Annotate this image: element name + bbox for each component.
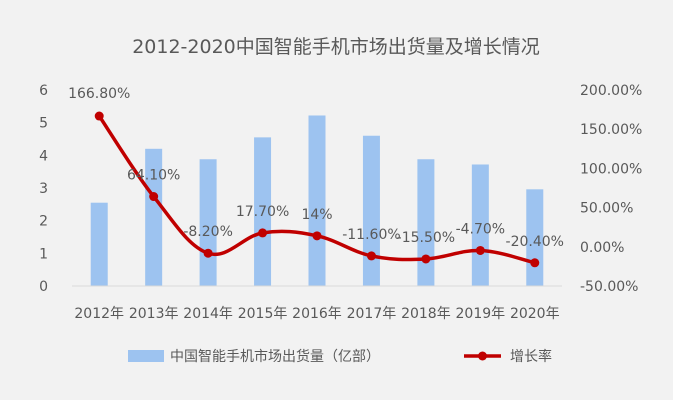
right-tick-label: -50.00% [580, 279, 638, 295]
left-tick-label: 6 [39, 83, 48, 99]
growth-data-label: -20.40% [506, 234, 564, 250]
bar [417, 159, 435, 286]
legend: 中国智能手机市场出货量（亿部） 增长率 [128, 348, 552, 365]
growth-data-label: -4.70% [456, 221, 506, 237]
growth-data-label: 17.70% [236, 204, 289, 220]
legend-bar-label: 中国智能手机市场出货量（亿部） [170, 348, 380, 365]
bar [471, 164, 489, 286]
growth-data-label: -15.50% [397, 230, 455, 246]
chart-title: 2012-2020中国智能手机市场出货量及增长情况 [132, 36, 540, 58]
growth-point [94, 111, 104, 121]
bar [254, 137, 272, 286]
growth-point [149, 192, 159, 202]
right-tick-label: 100.00% [580, 161, 642, 177]
legend-bar-swatch [128, 350, 164, 362]
left-axis: 0 1 2 3 4 5 6 [39, 83, 48, 295]
growth-data-label: -11.60% [342, 227, 400, 243]
x-tick-label: 2012年 [74, 306, 124, 322]
growth-data-label: 166.80% [68, 86, 130, 102]
x-tick-label: 2016年 [292, 306, 342, 322]
x-tick-label: 2015年 [238, 306, 288, 322]
bar [145, 148, 163, 286]
x-tick-label: 2017年 [347, 306, 397, 322]
left-tick-label: 1 [39, 246, 48, 262]
x-tick-label: 2014年 [183, 306, 233, 322]
legend-line-marker [478, 351, 487, 361]
left-tick-label: 3 [39, 181, 48, 197]
growth-point [530, 258, 540, 268]
x-axis: 2012年 2013年 2014年 2015年 2016年 2017年 2018年 2019年… [74, 306, 559, 322]
left-tick-label: 0 [39, 279, 48, 295]
left-tick-label: 4 [39, 148, 48, 164]
growth-point [366, 251, 376, 261]
growth-point [203, 248, 213, 258]
growth-points [94, 111, 540, 268]
growth-data-label: -8.20% [183, 224, 233, 240]
bar [362, 135, 380, 286]
right-tick-label: 0.00% [580, 240, 624, 256]
bar [90, 202, 108, 286]
x-tick-label: 2018年 [401, 306, 451, 322]
growth-data-label: 64.10% [127, 168, 180, 184]
growth-point [475, 245, 485, 255]
growth-point [258, 228, 268, 238]
left-tick-label: 5 [39, 116, 48, 132]
x-tick-label: 2020年 [510, 306, 560, 322]
right-tick-label: 50.00% [580, 201, 633, 217]
growth-point [421, 254, 431, 264]
bar [308, 115, 326, 286]
bar [199, 159, 217, 286]
x-tick-label: 2019年 [456, 306, 506, 322]
growth-line [97, 115, 536, 265]
right-tick-label: 200.00% [580, 83, 642, 99]
legend-line-label: 增长率 [510, 348, 552, 365]
x-tick-label: 2013年 [129, 306, 179, 322]
right-tick-label: 150.00% [580, 122, 642, 138]
left-tick-label: 2 [39, 214, 48, 230]
growth-data-labels: 166.80% 64.10% -8.20%17.70% 14% -11.60%-15.5… [68, 86, 564, 250]
growth-point [312, 231, 322, 241]
right-axis: -50.00% 0.00% 50.00% 100.00% 150.00% 200.00% [580, 83, 642, 295]
growth-data-label: 14% [301, 207, 332, 223]
